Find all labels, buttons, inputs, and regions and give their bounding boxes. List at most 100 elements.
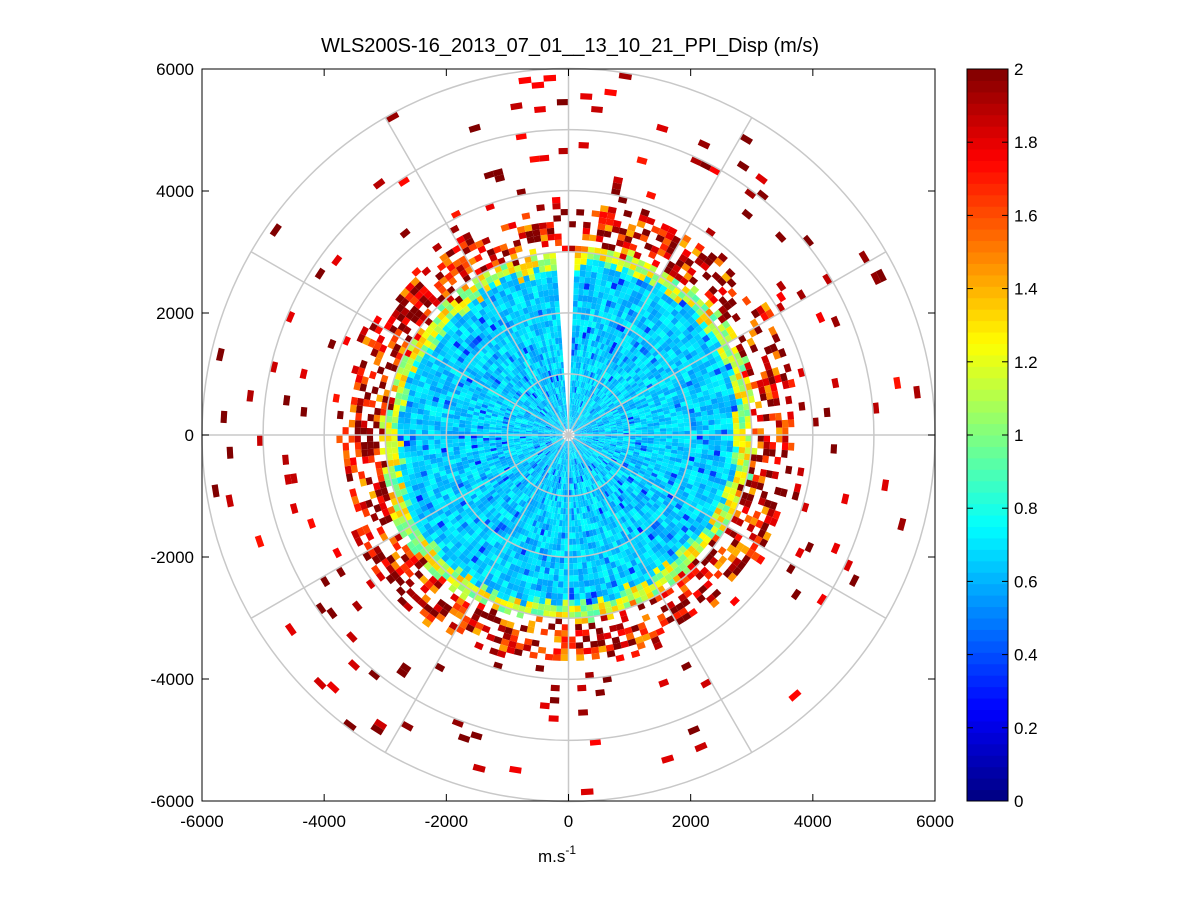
data-cell <box>722 568 733 579</box>
data-cell <box>695 346 704 355</box>
data-cell <box>588 622 596 630</box>
data-cell <box>349 404 357 413</box>
data-cell <box>830 444 838 454</box>
data-cell <box>645 361 653 369</box>
data-cell <box>336 410 344 420</box>
data-cell <box>403 440 411 447</box>
data-cell <box>573 276 580 283</box>
data-cell <box>713 477 722 485</box>
data-cell <box>373 421 380 429</box>
data-cell <box>550 500 555 507</box>
data-cell <box>580 448 585 454</box>
data-cell <box>656 248 666 257</box>
data-cell <box>616 297 624 305</box>
data-cell <box>591 366 596 373</box>
data-cell <box>570 440 572 447</box>
data-cell <box>590 560 597 568</box>
data-cell <box>603 475 610 482</box>
data-cell <box>483 440 490 444</box>
data-cell <box>564 532 569 539</box>
data-cell <box>702 420 709 426</box>
data-cell <box>733 423 740 430</box>
data-cell <box>613 453 620 458</box>
data-cell <box>718 305 728 315</box>
data-cell <box>603 388 610 395</box>
data-cell <box>643 586 652 595</box>
data-cell <box>616 310 624 318</box>
data-cell <box>618 410 626 415</box>
data-cell <box>644 483 652 490</box>
data-cell <box>379 435 386 442</box>
data-cell <box>590 445 596 450</box>
data-cell <box>569 441 571 447</box>
data-cell <box>608 288 616 296</box>
data-cell <box>632 490 639 497</box>
data-cell <box>587 492 592 499</box>
data-cell <box>620 416 628 420</box>
data-cell <box>532 596 540 604</box>
data-cell <box>397 429 404 435</box>
data-cell <box>575 380 578 387</box>
data-cell <box>598 355 604 363</box>
data-cell <box>682 294 692 304</box>
data-cell <box>745 548 755 558</box>
data-cell <box>587 567 593 575</box>
data-cell <box>743 403 750 411</box>
data-cell <box>750 381 759 390</box>
data-cell <box>535 664 545 672</box>
data-cell <box>674 514 683 522</box>
data-cell <box>603 423 610 427</box>
data-cell <box>641 429 648 433</box>
data-cell <box>569 416 572 423</box>
data-cell <box>582 468 586 475</box>
data-cell <box>675 602 685 612</box>
data-cell <box>662 552 671 561</box>
data-cell <box>422 419 429 426</box>
data-cell <box>765 391 773 400</box>
data-cell <box>602 419 609 423</box>
data-cell <box>566 441 568 447</box>
data-cell <box>587 458 593 464</box>
data-cell <box>651 380 659 387</box>
data-cell <box>608 593 616 601</box>
data-cell <box>635 389 643 396</box>
data-cell <box>692 354 701 362</box>
data-cell <box>590 484 596 491</box>
data-cell <box>613 451 621 456</box>
data-cell <box>684 435 691 440</box>
data-cell <box>640 421 648 425</box>
data-cell <box>574 436 581 439</box>
data-cell <box>569 441 571 448</box>
data-cell <box>591 425 598 429</box>
data-cell <box>578 424 584 429</box>
data-cell <box>591 265 599 273</box>
data-cell <box>639 415 647 420</box>
data-cell <box>740 390 748 399</box>
data-cell <box>586 536 592 544</box>
data-cell <box>690 156 703 166</box>
data-cell <box>573 282 580 289</box>
data-cell <box>721 473 729 481</box>
data-cell <box>575 483 578 490</box>
data-cell <box>785 395 793 405</box>
data-cell <box>630 338 637 346</box>
data-cell <box>600 499 606 507</box>
data-cell <box>602 448 609 453</box>
data-cell <box>591 497 596 504</box>
data-cell <box>645 216 656 226</box>
data-cell <box>615 622 625 631</box>
data-cell <box>561 477 564 484</box>
data-cell <box>727 474 735 483</box>
data-cell <box>603 458 609 464</box>
data-cell <box>623 498 630 506</box>
data-cell <box>700 557 710 567</box>
data-cell <box>606 382 612 389</box>
data-cell <box>354 427 361 435</box>
data-cell <box>641 442 648 447</box>
data-cell <box>640 538 648 547</box>
data-cell <box>563 495 567 503</box>
data-cell <box>682 303 692 312</box>
data-cell <box>576 393 579 400</box>
data-cell <box>635 292 644 301</box>
data-cell <box>774 456 782 465</box>
